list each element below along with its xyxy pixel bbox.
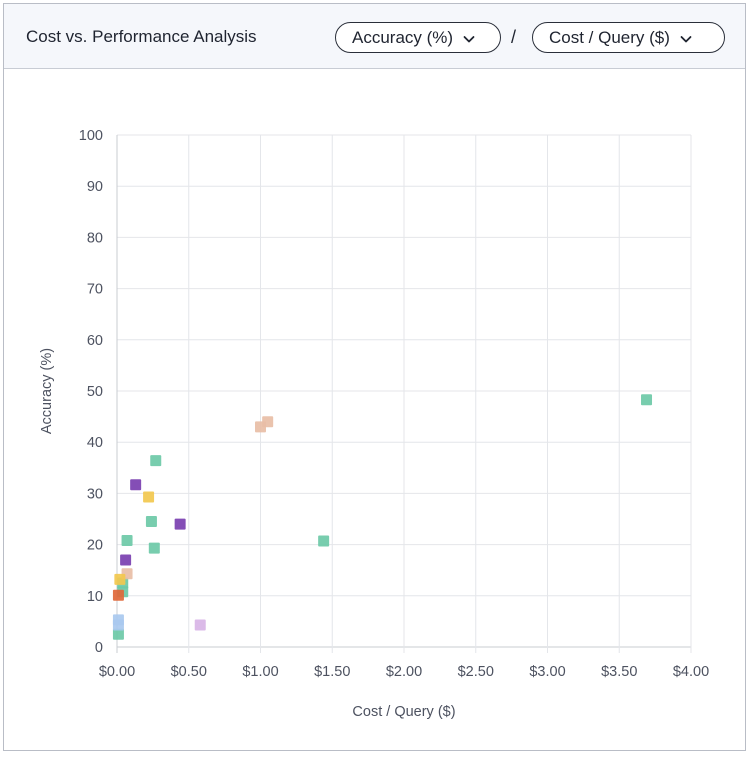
selector-separator: / [511,27,517,47]
x-tick-label: $2.50 [458,664,494,680]
scatter-point[interactable] [112,619,124,631]
chevron-down-icon [679,31,693,45]
y-tick-label: 30 [87,486,103,502]
scatter-point[interactable] [121,535,133,547]
chart-panel: Cost vs. Performance Analysis Accuracy (… [3,3,746,751]
scatter-point[interactable] [112,628,124,640]
scatter-point[interactable] [130,479,142,491]
y-tick-label: 50 [87,384,103,400]
panel-title: Cost vs. Performance Analysis [26,27,257,46]
x-tick-label: $1.50 [314,664,350,680]
x-tick-label: $3.50 [601,664,637,680]
scatter-point[interactable] [145,516,157,528]
chart-grid [116,134,692,653]
y-tick-label: 100 [79,128,103,144]
scatter-point[interactable] [150,455,162,467]
x-tick-label: $0.00 [99,664,135,680]
y-axis-metric-label: Accuracy (%) [352,27,454,47]
y-tick-label: 10 [87,589,103,605]
x-tick-label: $3.00 [529,664,565,680]
y-axis-label: Accuracy (%) [39,348,55,434]
y-tick-label: 80 [87,230,103,246]
y-tick-label: 0 [95,640,103,656]
scatter-point[interactable] [255,421,266,433]
scatter-point[interactable] [641,394,653,406]
y-tick-label: 20 [87,538,103,554]
scatter-point[interactable] [114,573,126,585]
x-tick-label: $0.50 [171,664,207,680]
x-tick-label: $2.00 [386,664,422,680]
y-tick-label: 70 [87,282,103,298]
x-axis-ticks: $0.00 $0.50 $1.00 $1.50 $2.00 $2.50 $3.00 $3.50… [99,664,709,680]
chevron-down-icon [462,31,476,45]
scatter-point[interactable] [148,542,160,554]
x-axis-metric-label: Cost / Query ($) [549,27,670,47]
scatter-point[interactable] [194,619,206,631]
y-axis-ticks: 0 10 20 30 40 50 60 70 80 90 100 [79,128,103,656]
scatter-point[interactable] [143,491,155,503]
y-tick-label: 90 [87,179,103,195]
y-tick-label: 40 [87,435,103,451]
scatter-point[interactable] [318,535,330,547]
panel-header: Cost vs. Performance Analysis Accuracy (… [4,4,745,69]
y-axis-metric-dropdown[interactable]: Accuracy (%) [335,22,501,53]
y-tick-label: 60 [87,333,103,349]
x-tick-label: $1.00 [242,664,278,680]
scatter-point[interactable] [120,554,132,566]
scatter-point[interactable] [174,518,186,530]
x-axis-metric-dropdown[interactable]: Cost / Query ($) [532,22,725,53]
x-tick-label: $4.00 [673,664,709,680]
x-axis-label: Cost / Query ($) [352,704,455,720]
chart-points [112,394,653,640]
scatter-point[interactable] [112,589,124,601]
